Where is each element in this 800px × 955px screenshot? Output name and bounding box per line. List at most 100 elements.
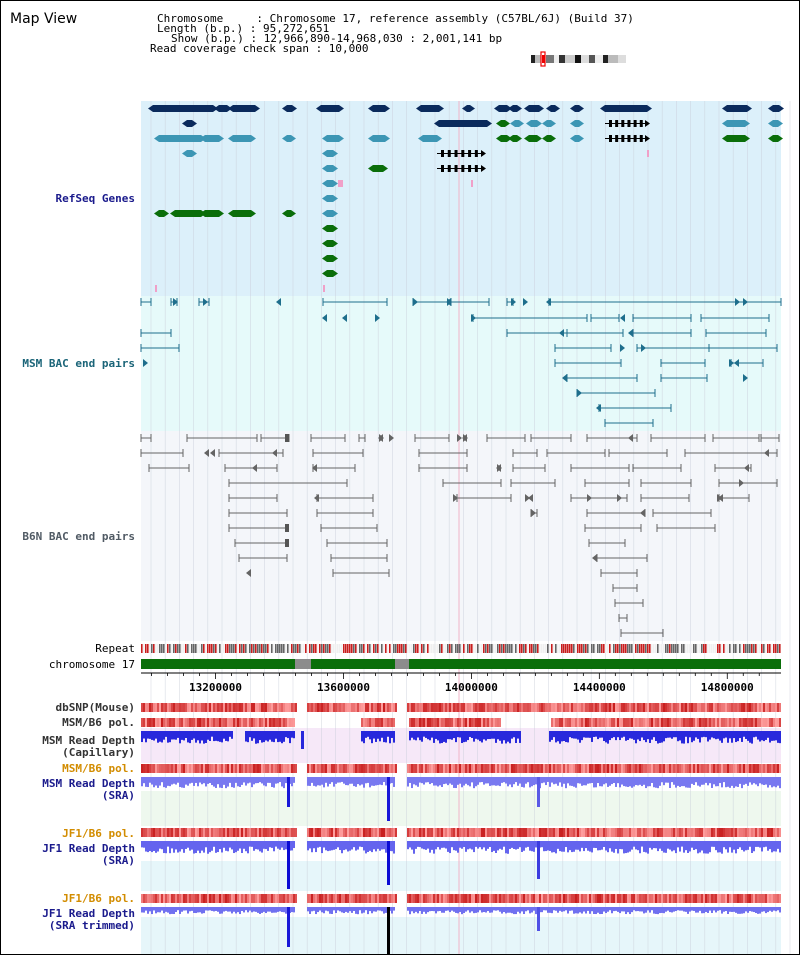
pol-cell [213,828,215,837]
pol-cell [695,764,697,773]
depth-bar [259,841,261,852]
depth-spike [387,907,390,954]
bac-end-pair [512,464,546,472]
depth-bar [479,731,481,742]
depth-bar [351,841,353,850]
repeat-mark [335,644,337,653]
depth-bar [379,777,381,785]
depth-bar [443,841,445,848]
pol-cell [769,764,771,773]
depth-bar [643,731,645,741]
pol-cell [289,718,291,727]
pol-cell [753,894,755,903]
depth-bar [703,777,705,785]
depth-bar [371,907,373,914]
pol-cell [655,718,657,727]
gene-arrow [333,225,338,232]
depth-bar [215,907,217,911]
pol-cell [357,764,359,773]
pol-cell [363,894,365,903]
depth-bar [649,731,651,743]
pol-cell [599,703,601,712]
pol-cell [645,828,647,837]
pol-cell [497,828,499,837]
repeat-mark [671,644,673,653]
depth-bar [233,907,235,912]
pol-cell [179,718,181,727]
pol-cell [545,894,547,903]
pol-cell [649,828,651,837]
pol-cell [601,764,603,773]
pol-cell [195,764,197,773]
depth-bar [507,777,509,787]
depth-bar [217,907,219,912]
pol-cell [441,764,443,773]
depth-bar [227,777,229,787]
gene-body [321,105,339,112]
pol-cell [383,703,385,712]
pol-cell [671,894,673,903]
pol-cell [773,718,775,727]
pol-cell [427,703,429,712]
depth-bar [741,777,743,789]
depth-bar [639,777,641,785]
pol-cell [363,764,365,773]
pol-cell [475,764,477,773]
pol-cell [517,764,519,773]
depth-bar [441,907,443,913]
pol-cell [167,718,169,727]
depth-bar [365,841,367,854]
depth-bar [597,907,599,913]
depth-bar [447,731,449,740]
depth-bar [439,777,441,786]
repeat-mark [223,644,225,653]
pol-cell [557,894,559,903]
pol-cell [425,764,427,773]
pol-cell [381,703,383,712]
depth-bar [321,777,323,785]
depth-bar [665,907,667,912]
depth-spike [287,841,290,889]
pol-cell [157,894,159,903]
pol-cell [375,828,377,837]
repeat-mark [707,644,709,653]
pol-cell [691,703,693,712]
depth-bar [469,841,471,849]
depth-bar [291,731,293,738]
pol-cell [755,703,757,712]
depth-bar [477,777,479,785]
bac-end-pair [148,464,190,472]
bac-end-marker [389,434,394,442]
pol-cell [187,703,189,712]
depth-bar [261,777,263,784]
depth-bar [195,777,197,783]
pol-cell [425,828,427,837]
gene-feature [462,105,475,112]
depth-bar [557,731,559,742]
depth-bar [529,841,531,851]
pol-cell [733,764,735,773]
pol-cell [703,894,705,903]
repeat-mark [617,644,619,653]
pol-cell [757,764,759,773]
depth-bar [457,841,459,853]
depth-bar [753,777,755,784]
depth-bar [587,777,589,784]
pol-cell [769,828,771,837]
repeat-mark [329,644,331,653]
pol-cell [773,828,775,837]
pol-cell [627,718,629,727]
depth-bar [189,841,191,851]
pol-cell [779,828,781,837]
pol-cell [511,894,513,903]
gene-exon [461,165,465,172]
pol-cell [753,764,755,773]
depth-bar [657,777,659,789]
pol-cell [721,828,723,837]
pol-cell [673,718,675,727]
depth-bar [283,777,285,789]
pol-cell [553,894,555,903]
pol-cell [577,828,579,837]
pol-cell [205,703,207,712]
bac-end-pair [566,329,624,337]
